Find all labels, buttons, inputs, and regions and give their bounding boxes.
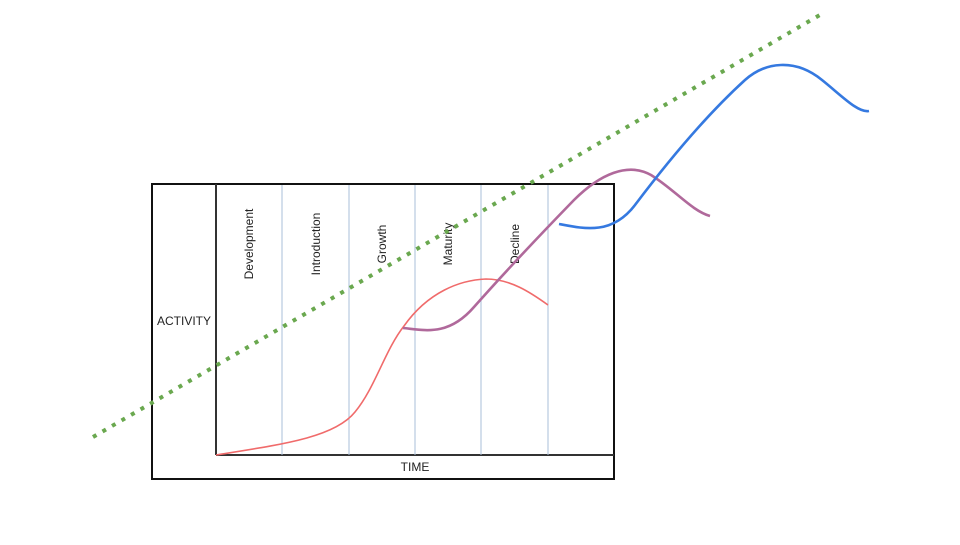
stage-label-introduction: Introduction [309,213,323,276]
diagram-frame [151,183,615,480]
y-axis-label: ACTIVITY [157,314,211,328]
stage-label-maturity: Maturity [441,223,455,266]
lifecycle-curve-3 [558,63,870,230]
stage-label-development: Development [242,208,256,279]
stage-label-growth: Growth [375,225,389,264]
stage-dividers [281,185,549,455]
x-axis-label: TIME [401,460,430,474]
stage-label-decline: Decline [508,224,522,264]
lifecycle-curve-2 [402,168,711,332]
trend-line [91,10,827,439]
lifecycle-curve-1 [215,278,549,456]
